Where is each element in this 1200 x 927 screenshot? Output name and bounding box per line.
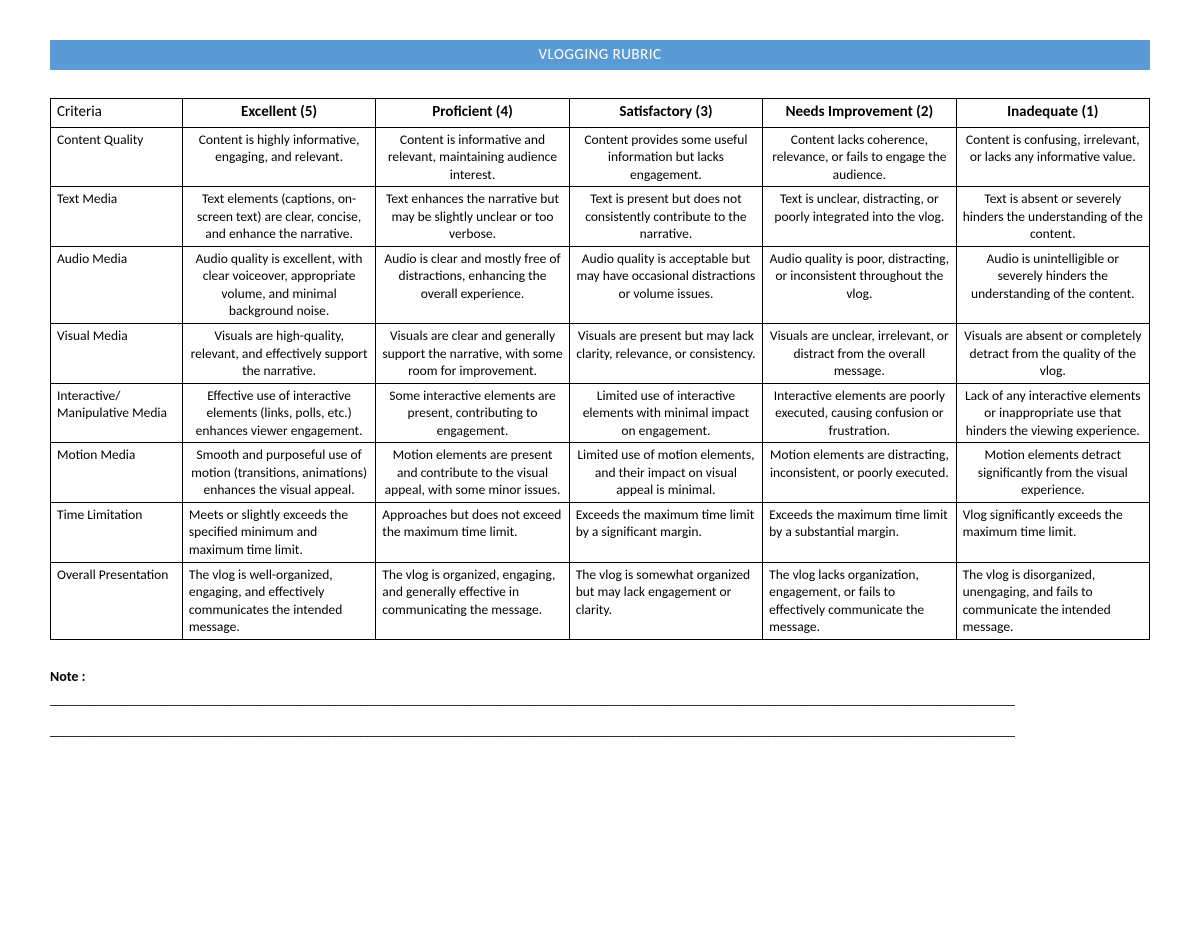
table-row: Overall PresentationThe vlog is well-org… <box>51 562 1150 639</box>
desc-cell: Visuals are unclear, irrelevant, or dist… <box>763 323 956 383</box>
desc-cell: Meets or slightly exceeds the specified … <box>182 502 375 562</box>
table-row: Audio MediaAudio quality is excellent, w… <box>51 246 1150 323</box>
desc-cell: Text enhances the narrative but may be s… <box>376 187 569 247</box>
desc-cell: Visuals are high-quality, relevant, and … <box>182 323 375 383</box>
desc-cell: Smooth and purposeful use of motion (tra… <box>182 443 375 503</box>
note-line-1: ________________________________________… <box>50 691 1150 708</box>
table-row: Time LimitationMeets or slightly exceeds… <box>51 502 1150 562</box>
header-row: Criteria Excellent (5) Proficient (4) Sa… <box>51 99 1150 128</box>
criteria-cell: Audio Media <box>51 246 183 323</box>
desc-cell: Audio quality is acceptable but may have… <box>569 246 762 323</box>
table-row: Text MediaText elements (captions, on-sc… <box>51 187 1150 247</box>
desc-cell: Limited use of motion elements, and thei… <box>569 443 762 503</box>
desc-cell: Effective use of interactive elements (l… <box>182 383 375 443</box>
criteria-cell: Content Quality <box>51 127 183 187</box>
header-level-2: Satisfactory (3) <box>569 99 762 128</box>
criteria-cell: Interactive/ Manipulative Media <box>51 383 183 443</box>
desc-cell: Some interactive elements are present, c… <box>376 383 569 443</box>
desc-cell: The vlog is somewhat organized but may l… <box>569 562 762 639</box>
desc-cell: Content is informative and relevant, mai… <box>376 127 569 187</box>
desc-cell: Audio is unintelligible or severely hind… <box>956 246 1149 323</box>
table-row: Motion MediaSmooth and purposeful use of… <box>51 443 1150 503</box>
desc-cell: The vlog is well-organized, engaging, an… <box>182 562 375 639</box>
desc-cell: The vlog is disorganized, unengaging, an… <box>956 562 1149 639</box>
desc-cell: Text is absent or severely hinders the u… <box>956 187 1149 247</box>
desc-cell: Lack of any interactive elements or inap… <box>956 383 1149 443</box>
desc-cell: Motion elements detract significantly fr… <box>956 443 1149 503</box>
criteria-cell: Time Limitation <box>51 502 183 562</box>
desc-cell: Audio quality is excellent, with clear v… <box>182 246 375 323</box>
desc-cell: Audio is clear and mostly free of distra… <box>376 246 569 323</box>
header-criteria: Criteria <box>51 99 183 128</box>
desc-cell: Content is highly informative, engaging,… <box>182 127 375 187</box>
desc-cell: Exceeds the maximum time limit by a sign… <box>569 502 762 562</box>
desc-cell: Limited use of interactive elements with… <box>569 383 762 443</box>
desc-cell: The vlog lacks organization, engagement,… <box>763 562 956 639</box>
header-level-4: Inadequate (1) <box>956 99 1149 128</box>
header-level-0: Excellent (5) <box>182 99 375 128</box>
desc-cell: Exceeds the maximum time limit by a subs… <box>763 502 956 562</box>
criteria-cell: Motion Media <box>51 443 183 503</box>
criteria-cell: Visual Media <box>51 323 183 383</box>
desc-cell: Text is unclear, distracting, or poorly … <box>763 187 956 247</box>
rubric-body: Content QualityContent is highly informa… <box>51 127 1150 639</box>
desc-cell: Visuals are present but may lack clarity… <box>569 323 762 383</box>
desc-cell: Motion elements are present and contribu… <box>376 443 569 503</box>
desc-cell: Text is present but does not consistentl… <box>569 187 762 247</box>
desc-cell: Content lacks coherence, relevance, or f… <box>763 127 956 187</box>
header-level-3: Needs Improvement (2) <box>763 99 956 128</box>
table-row: Visual MediaVisuals are high-quality, re… <box>51 323 1150 383</box>
title-bar: VLOGGING RUBRIC <box>50 40 1150 70</box>
table-row: Content QualityContent is highly informa… <box>51 127 1150 187</box>
desc-cell: The vlog is organized, engaging, and gen… <box>376 562 569 639</box>
note-section: Note : _________________________________… <box>50 668 1150 739</box>
criteria-cell: Overall Presentation <box>51 562 183 639</box>
page-title: VLOGGING RUBRIC <box>538 46 661 64</box>
rubric-table: Criteria Excellent (5) Proficient (4) Sa… <box>50 98 1150 640</box>
criteria-cell: Text Media <box>51 187 183 247</box>
note-line-2: ________________________________________… <box>50 722 1150 739</box>
header-level-1: Proficient (4) <box>376 99 569 128</box>
desc-cell: Content is confusing, irrelevant, or lac… <box>956 127 1149 187</box>
desc-cell: Visuals are absent or completely detract… <box>956 323 1149 383</box>
desc-cell: Visuals are clear and generally support … <box>376 323 569 383</box>
desc-cell: Content provides some useful information… <box>569 127 762 187</box>
document-page: VLOGGING RUBRIC Criteria Excellent (5) P… <box>0 0 1200 779</box>
table-row: Interactive/ Manipulative MediaEffective… <box>51 383 1150 443</box>
desc-cell: Motion elements are distracting, inconsi… <box>763 443 956 503</box>
desc-cell: Interactive elements are poorly executed… <box>763 383 956 443</box>
desc-cell: Vlog significantly exceeds the maximum t… <box>956 502 1149 562</box>
note-label: Note : <box>50 668 1150 685</box>
desc-cell: Approaches but does not exceed the maxim… <box>376 502 569 562</box>
desc-cell: Audio quality is poor, distracting, or i… <box>763 246 956 323</box>
desc-cell: Text elements (captions, on-screen text)… <box>182 187 375 247</box>
